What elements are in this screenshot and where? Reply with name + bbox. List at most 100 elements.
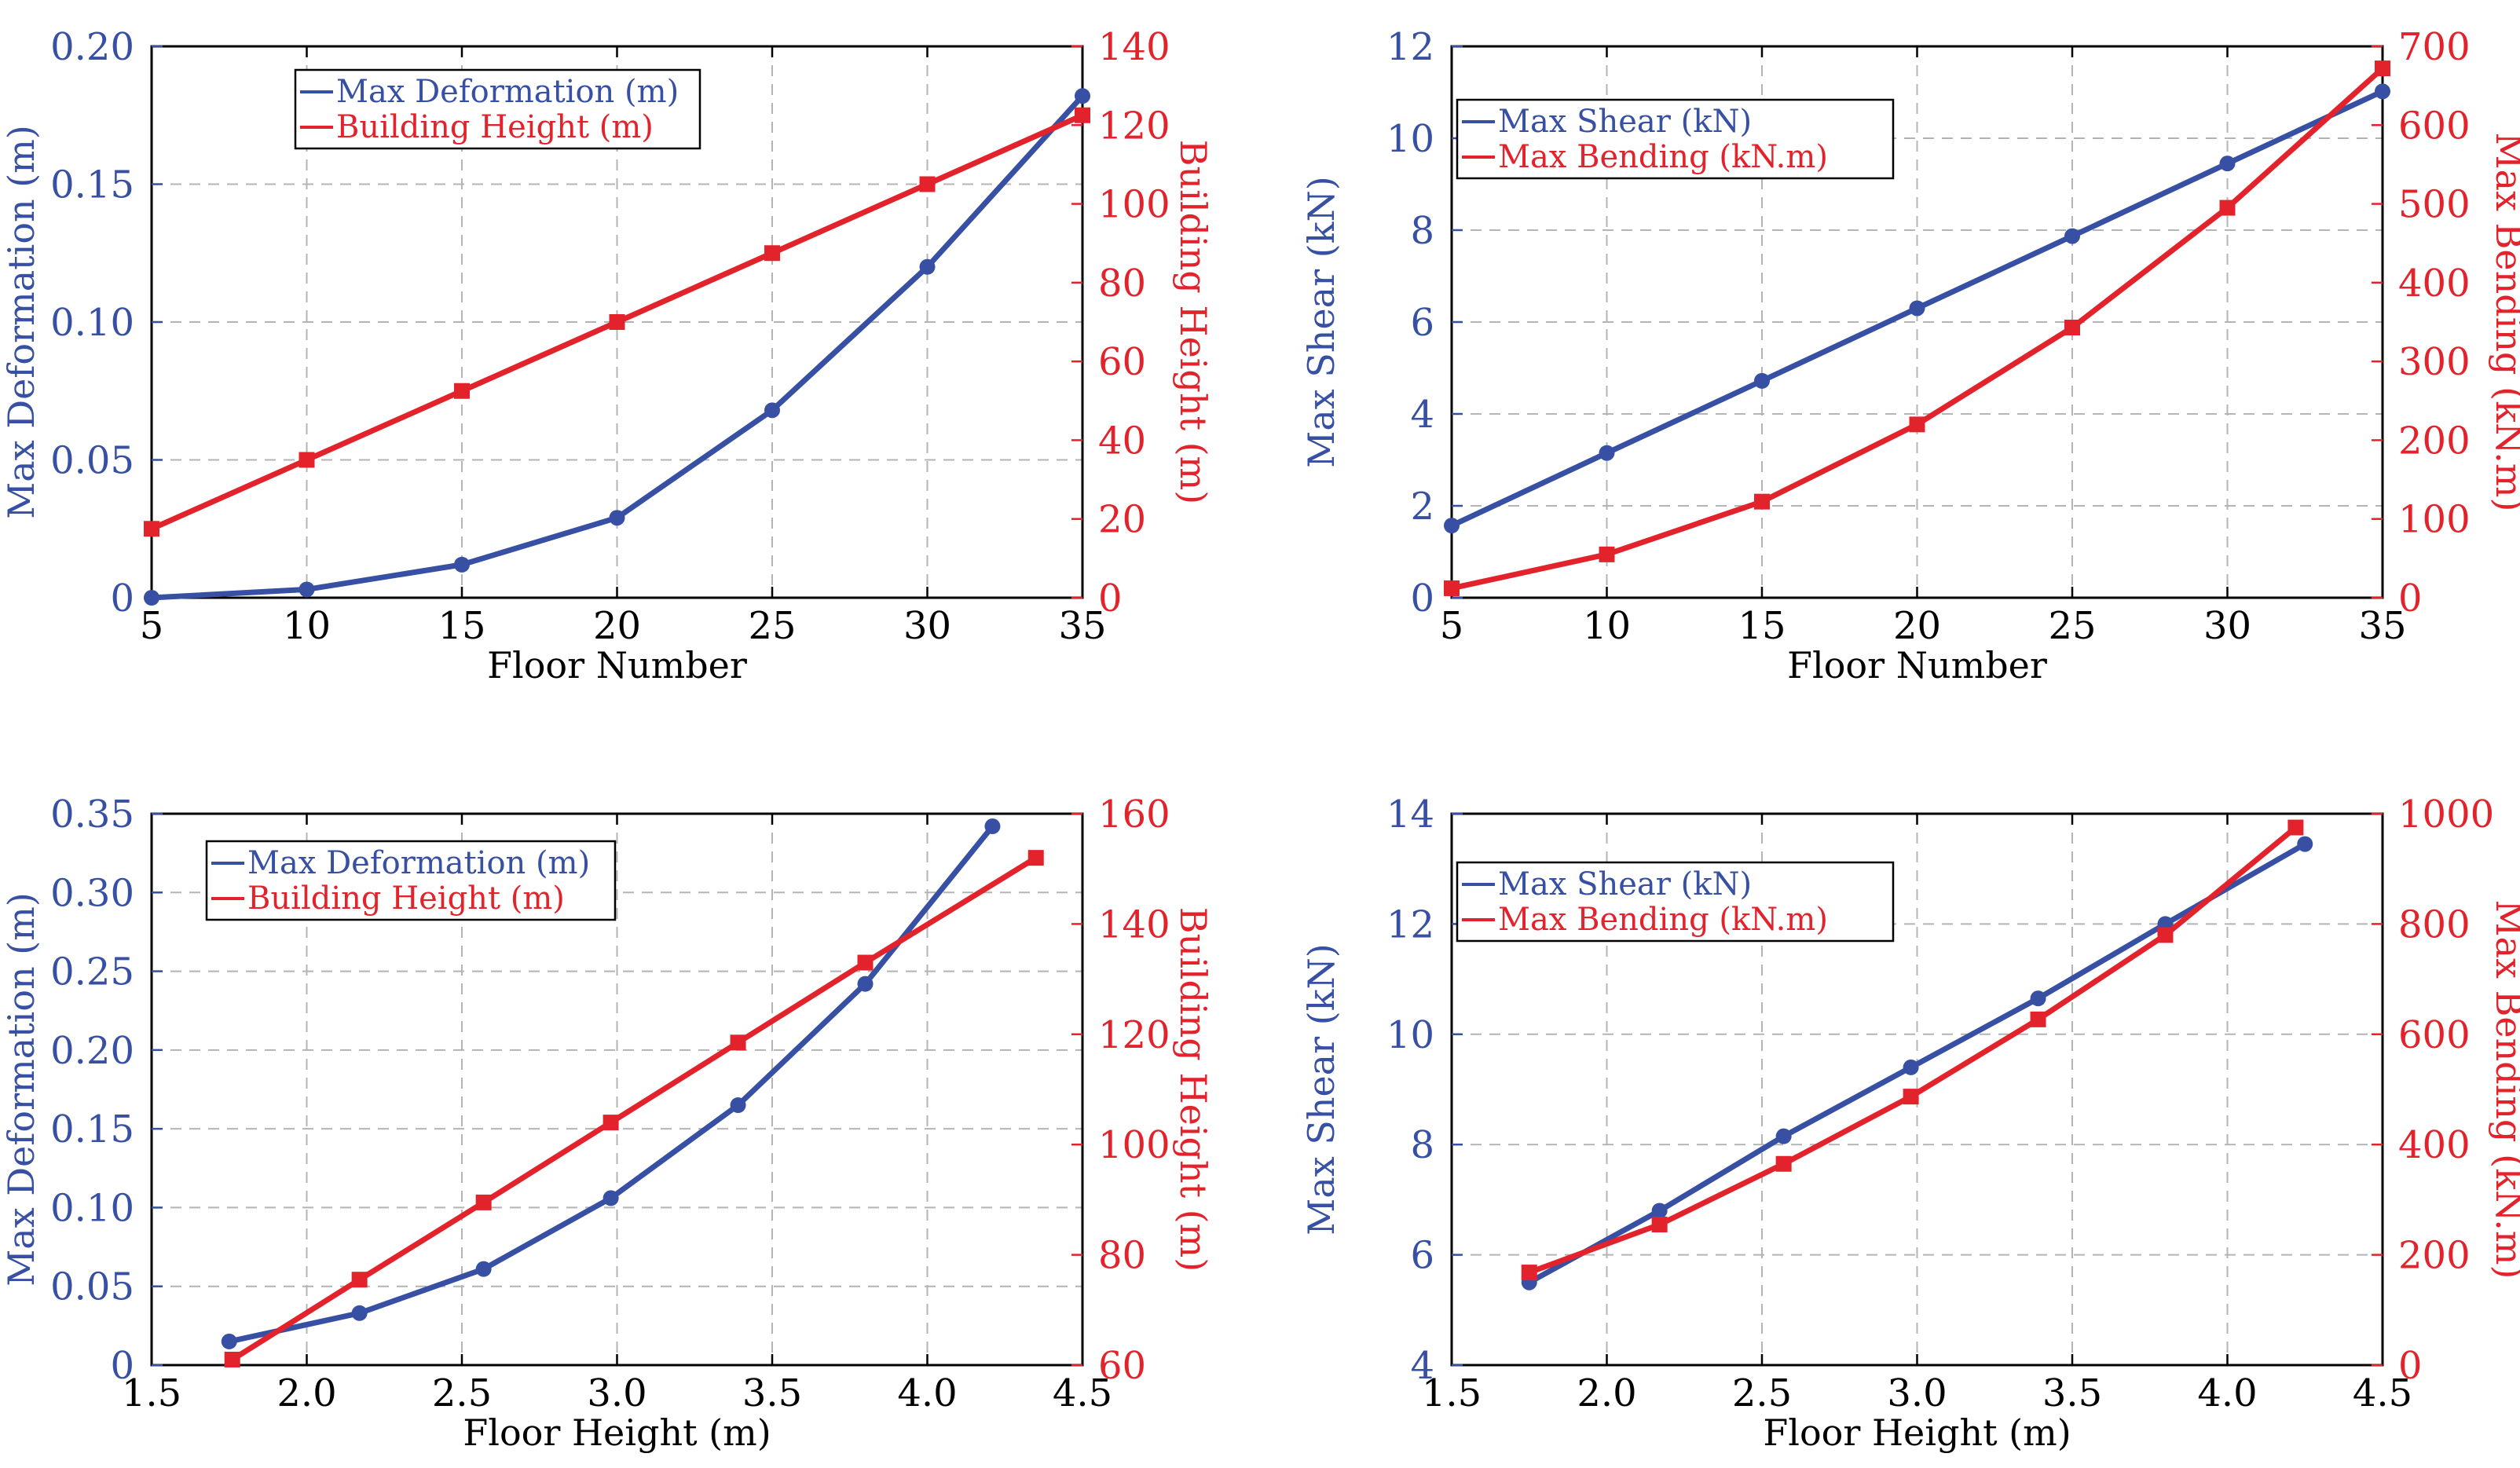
y-right-tick-label: 80 (1098, 1234, 1146, 1278)
chart-panel-top-right: 5 10 15 20 25 30 35 Floor Number 0 2 4 6 8 10 12 0 100 20… (1300, 25, 2520, 686)
x-tick-label: 20 (593, 604, 641, 648)
y-right-axis-label: Building Height (m) (1172, 907, 1214, 1272)
chart-panel-top-left: 5 10 15 20 25 30 35 Floor Number 0 0.05 0.10 0.15 0.… (0, 25, 1214, 686)
x-tick-label: 2.5 (432, 1371, 492, 1415)
data-point-left (2030, 990, 2046, 1007)
data-point-left (609, 510, 625, 526)
x-tick-label: 15 (438, 604, 485, 648)
y-left-axis-label: Max Shear (kN) (1300, 176, 1342, 468)
data-point-right (1754, 493, 1770, 510)
y-right-tick-label: 100 (1098, 183, 1170, 227)
y-right-tick-label: 300 (2398, 340, 2471, 384)
y-right-tick-label: 100 (2398, 498, 2471, 542)
data-point-right (2287, 819, 2304, 836)
data-point-left (2064, 228, 2080, 244)
legend: Max Shear (kN)Max Bending (kN.m) (1456, 98, 1895, 180)
data-point-right (454, 383, 470, 399)
data-point-right (603, 1115, 619, 1131)
y-left-tick-label: 0.10 (50, 301, 134, 345)
x-tick-label: 15 (1738, 604, 1786, 648)
x-tick-label: 35 (2358, 604, 2406, 648)
y-right-tick-label: 200 (2398, 419, 2471, 463)
y-left-tick-label: 0.35 (50, 793, 134, 837)
x-tick-label: 5 (1440, 604, 1464, 648)
data-point-right (2064, 320, 2080, 336)
data-point-left (1444, 518, 1460, 534)
y-left-axis-label: Max Deformation (m) (0, 892, 42, 1287)
x-tick-label: 3.5 (742, 1371, 802, 1415)
legend-entry: Max Shear (kN) (1498, 866, 1752, 902)
chart-panel-bottom-left: 1.5 2.0 2.5 3.0 3.5 4.0 4.5 Floor Height (m) 0 0.… (0, 793, 1214, 1454)
x-tick-label: 25 (748, 604, 796, 648)
x-tick-label: 4.0 (897, 1371, 957, 1415)
y-left-tick-label: 2 (1410, 485, 1434, 529)
data-point-right (1651, 1216, 1668, 1232)
data-point-left (299, 581, 315, 598)
y-right-tick-label: 60 (1098, 340, 1146, 384)
data-point-right (475, 1194, 492, 1210)
y-right-tick-label: 400 (2398, 1123, 2471, 1167)
x-tick-label: 2.0 (1577, 1371, 1636, 1415)
y-left-tick-label: 0.20 (50, 25, 134, 69)
x-axis-label: Floor Height (m) (463, 1411, 771, 1454)
y-right-tick-label: 700 (2398, 25, 2471, 69)
data-point-left (984, 818, 1001, 835)
y-left-tick-label: 0.15 (50, 1107, 134, 1151)
y-right-tick-label: 800 (2398, 902, 2471, 946)
data-point-left (730, 1097, 746, 1114)
data-point-left (221, 1333, 237, 1349)
y-left-tick-label: 6 (1410, 301, 1434, 345)
legend: Max Deformation (m)Building Height (m) (294, 68, 701, 150)
data-point-left (1775, 1128, 1792, 1144)
data-point-right (351, 1272, 368, 1288)
y-left-tick-label: 0.25 (50, 950, 134, 994)
y-left-tick-label: 12 (1386, 902, 1434, 946)
data-point-right (1599, 546, 1615, 562)
y-left-tick-label: 4 (1410, 393, 1434, 437)
x-tick-label: 10 (283, 604, 331, 648)
x-axis-label: Floor Height (m) (1763, 1411, 2071, 1454)
y-right-tick-label: 140 (1098, 902, 1170, 946)
y-left-tick-label: 0.15 (50, 163, 134, 207)
data-point-right (2375, 60, 2390, 77)
data-point-right (1775, 1155, 1792, 1172)
data-point-left (764, 402, 780, 419)
x-tick-label: 30 (903, 604, 951, 648)
y-left-tick-label: 4 (1410, 1344, 1434, 1388)
chart-panel-bottom-right: 1.5 2.0 2.5 3.0 3.5 4.0 4.5 Floor Height (m) 4 6 8… (1300, 793, 2520, 1454)
data-point-right (2030, 1011, 2046, 1027)
x-tick-label: 2.0 (277, 1371, 336, 1415)
x-tick-label: 25 (2048, 604, 2096, 648)
data-point-left (2219, 156, 2236, 172)
y-right-tick-label: 160 (1098, 793, 1170, 837)
data-point-right (1075, 107, 1090, 123)
data-point-left (351, 1305, 368, 1321)
y-left-tick-label: 12 (1386, 25, 1434, 69)
data-point-right (299, 452, 315, 468)
y-left-tick-label: 0 (110, 577, 134, 621)
data-point-left (919, 258, 936, 275)
data-point-left (857, 976, 874, 992)
y-left-tick-label: 0.10 (50, 1186, 134, 1230)
y-left-tick-label: 0.30 (50, 871, 134, 915)
y-right-tick-label: 40 (1098, 419, 1146, 463)
data-point-left (2297, 836, 2313, 852)
y-right-tick-label: 200 (2398, 1234, 2471, 1278)
data-point-right (919, 176, 936, 192)
data-point-left (454, 556, 470, 573)
y-left-tick-label: 0.05 (50, 1265, 134, 1309)
data-point-left (1754, 372, 1770, 389)
y-left-tick-label: 10 (1386, 117, 1434, 161)
x-tick-label: 3.5 (2042, 1371, 2102, 1415)
data-point-right (1027, 850, 1044, 866)
data-point-left (1909, 300, 1925, 317)
x-tick-label: 1.5 (122, 1371, 181, 1415)
y-left-tick-label: 6 (1410, 1234, 1434, 1278)
legend-entry: Building Height (m) (247, 880, 565, 917)
y-left-tick-label: 14 (1386, 793, 1434, 837)
y-left-tick-label: 0 (110, 1344, 134, 1388)
data-point-right (857, 954, 874, 971)
y-right-tick-label: 120 (1098, 1013, 1170, 1057)
legend-entry: Max Bending (kN.m) (1498, 139, 1828, 175)
